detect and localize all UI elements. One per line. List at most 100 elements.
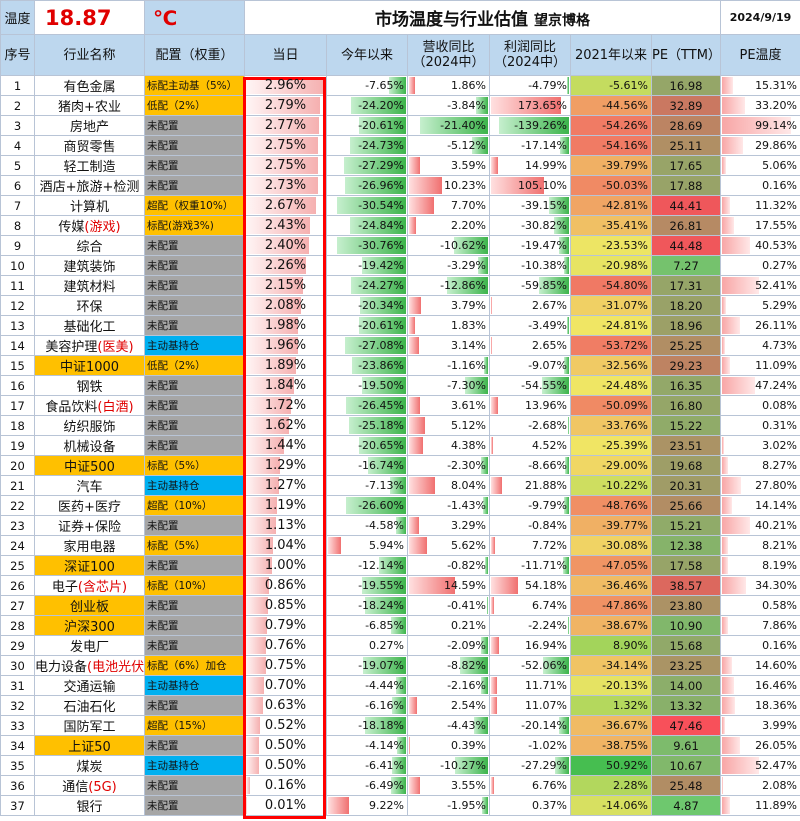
profit-yoy-bar bbox=[564, 457, 569, 474]
ytd-change-value: -6.16% bbox=[365, 699, 404, 712]
since-2021: -47.05% bbox=[570, 555, 652, 576]
profit-yoy-bar bbox=[491, 637, 500, 654]
today-change: 2.40% bbox=[244, 235, 327, 256]
profit-yoy-bar bbox=[491, 597, 495, 614]
revenue-yoy-bar bbox=[409, 417, 426, 434]
table-row: 13 基础化工 未配置 1.98% -20.61% 1.83% -3.49% -24.81% 1… bbox=[0, 315, 800, 336]
pe-ttm: 19.68 bbox=[650, 455, 722, 476]
since-2021: -23.53% bbox=[570, 235, 652, 256]
pe-temperature: 5.29% bbox=[720, 295, 800, 316]
row-index: 22 bbox=[0, 495, 35, 516]
pe-ttm: 9.61 bbox=[650, 735, 722, 756]
since-2021: -53.72% bbox=[570, 335, 652, 356]
profit-yoy-value: -11.71% bbox=[521, 559, 567, 572]
pe-temperature-value: 18.36% bbox=[755, 699, 798, 712]
ytd-change-value: -4.44% bbox=[365, 679, 404, 692]
profit-yoy-bar bbox=[491, 157, 499, 174]
pe-temperature-value: 47.24% bbox=[755, 379, 798, 392]
industry-name-text: 发电厂 bbox=[69, 640, 109, 655]
temp-label: 温度 bbox=[0, 0, 35, 35]
revenue-yoy-bar bbox=[473, 717, 488, 734]
revenue-yoy-value: -10.27% bbox=[440, 759, 486, 772]
pe-temperature-bar bbox=[722, 617, 728, 634]
pe-temperature-bar bbox=[722, 357, 730, 374]
today-change-value: 2.75% bbox=[264, 158, 307, 173]
today-change: 2.43% bbox=[244, 215, 327, 236]
profit-yoy-value: 4.52% bbox=[532, 439, 567, 452]
table-row: 12 环保 未配置 2.08% -20.34% 3.79% 2.67% -31.07% 18.2… bbox=[0, 295, 800, 316]
revenue-yoy: 0.21% bbox=[407, 615, 490, 636]
today-change-bar bbox=[246, 117, 319, 134]
profit-yoy-bar bbox=[566, 77, 569, 94]
profit-yoy-value: 14.99% bbox=[525, 159, 567, 172]
profit-yoy-bar bbox=[555, 757, 569, 774]
industry-name-text: 深证100 bbox=[64, 560, 115, 575]
profit-yoy: -9.79% bbox=[489, 495, 571, 516]
industry-name-text: 煤炭 bbox=[76, 760, 103, 775]
industry-name: 汽车 bbox=[34, 475, 145, 496]
config-weight: 主动基持仓 bbox=[144, 675, 245, 696]
pe-temperature-bar bbox=[722, 797, 731, 814]
revenue-yoy-value: -7.30% bbox=[447, 379, 486, 392]
today-change-bar bbox=[246, 657, 266, 674]
pe-temperature: 3.02% bbox=[720, 435, 800, 456]
ytd-change-value: -18.24% bbox=[358, 599, 404, 612]
pe-temperature-value: 0.31% bbox=[762, 419, 798, 432]
today-change-value: 0.50% bbox=[264, 738, 307, 753]
ytd-change-bar bbox=[350, 137, 406, 154]
profit-yoy-value: 6.76% bbox=[532, 779, 567, 792]
profit-yoy-value: 2.65% bbox=[532, 339, 567, 352]
today-change-bar bbox=[246, 717, 260, 734]
industry-name-text: 中证1000 bbox=[59, 360, 120, 375]
config-weight: 未配置 bbox=[144, 595, 245, 616]
today-change-bar bbox=[246, 437, 284, 454]
industry-name: 通信(5G) bbox=[34, 775, 145, 796]
config-weight: 未配置 bbox=[144, 555, 245, 576]
today-change: 2.75% bbox=[244, 135, 327, 156]
ytd-change: -19.42% bbox=[326, 255, 408, 276]
ytd-change: -6.49% bbox=[326, 775, 408, 796]
config-weight: 未配置 bbox=[144, 155, 245, 176]
row-index: 19 bbox=[0, 435, 35, 456]
pe-temperature-value: 34.30% bbox=[755, 579, 798, 592]
since-2021: -50.03% bbox=[570, 175, 652, 196]
since-2021: -39.79% bbox=[570, 155, 652, 176]
ytd-change-bar bbox=[361, 577, 406, 594]
ytd-change-bar bbox=[337, 197, 406, 214]
today-change: 1.19% bbox=[244, 495, 327, 516]
table-row: 29 发电厂 未配置 0.76% 0.27% -2.09% 16.94% 8.90% 15.68… bbox=[0, 635, 800, 656]
today-change: 0.76% bbox=[244, 635, 327, 656]
revenue-yoy-value: 5.12% bbox=[451, 419, 486, 432]
pe-temperature: 52.47% bbox=[720, 755, 800, 776]
today-change-bar bbox=[246, 317, 299, 334]
today-change-bar bbox=[246, 517, 276, 534]
industry-name: 纺织服饰 bbox=[34, 415, 145, 436]
today-change-bar bbox=[246, 737, 260, 754]
profit-yoy-bar bbox=[491, 537, 495, 554]
revenue-yoy-bar bbox=[471, 137, 488, 154]
ytd-change-bar bbox=[392, 697, 406, 714]
pe-ttm: 16.98 bbox=[650, 75, 722, 96]
config-weight: 未配置 bbox=[144, 695, 245, 716]
today-change-bar bbox=[246, 337, 298, 354]
revenue-yoy: 14.59% bbox=[407, 575, 490, 596]
revenue-yoy-value: 3.59% bbox=[451, 159, 486, 172]
revenue-yoy-value: 0.39% bbox=[451, 739, 486, 752]
profit-yoy-value: -52.06% bbox=[521, 659, 567, 672]
today-change-value: 1.29% bbox=[264, 458, 307, 473]
industry-name: 银行 bbox=[34, 795, 145, 816]
pe-ttm: 13.32 bbox=[650, 695, 722, 716]
industry-name-text: 证券+保险 bbox=[58, 520, 121, 535]
today-change: 1.89% bbox=[244, 355, 327, 376]
ytd-change-bar bbox=[391, 777, 406, 794]
pe-temperature: 14.60% bbox=[720, 655, 800, 676]
today-change: 0.86% bbox=[244, 575, 327, 596]
today-change: 2.67% bbox=[244, 195, 327, 216]
revenue-yoy-value: -5.12% bbox=[447, 139, 486, 152]
revenue-yoy: 4.38% bbox=[407, 435, 490, 456]
pe-temperature-bar bbox=[722, 697, 735, 714]
today-change-value: 2.79% bbox=[264, 98, 307, 113]
profit-yoy-value: 13.96% bbox=[525, 399, 567, 412]
today-change-value: 1.19% bbox=[264, 498, 307, 513]
